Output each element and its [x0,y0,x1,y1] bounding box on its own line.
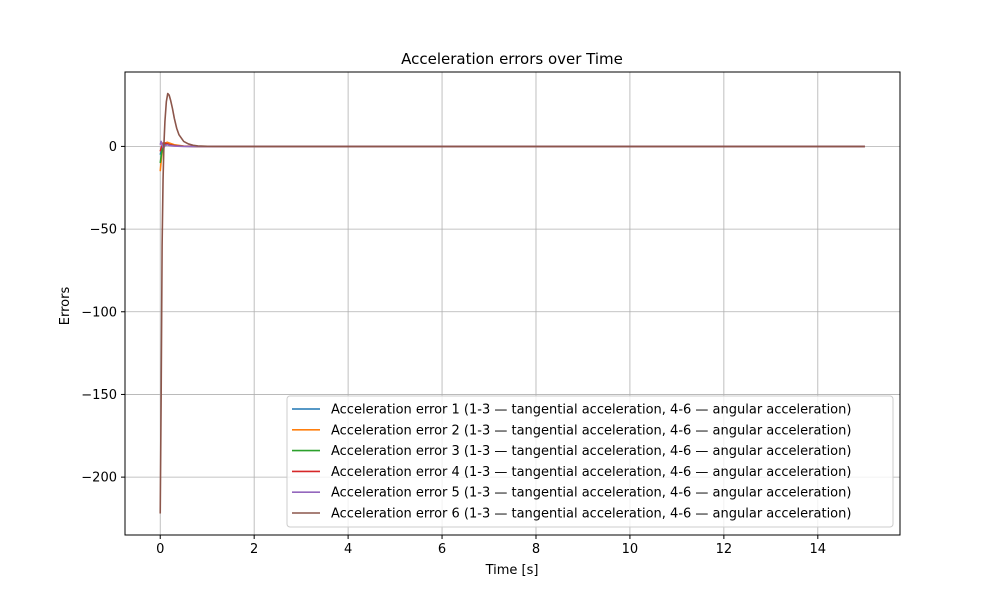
x-tick-label: 2 [250,542,258,557]
legend-entry: Acceleration error 4 (1-3 — tangential a… [331,465,851,480]
axis-ticks: 0 2 4 6 8 10 12 14 0 −50 −100 −150 −200 [81,140,826,557]
y-tick-label: 0 [109,140,117,155]
legend-entry: Acceleration error 1 (1-3 — tangential a… [331,403,851,418]
x-tick-label: 14 [810,542,827,557]
legend-entry: Acceleration error 5 (1-3 — tangential a… [331,486,851,501]
legend-entry: Acceleration error 2 (1-3 — tangential a… [331,423,851,438]
y-tick-label: −50 [90,223,117,238]
series-line-6 [159,92,865,514]
chart-title: Acceleration errors over Time [401,50,623,68]
x-tick-label: 12 [716,542,733,557]
legend-entry: Acceleration error 6 (1-3 — tangential a… [331,507,851,522]
legend-box [286,395,894,528]
y-tick-label: −200 [81,471,117,486]
legend-entry: Acceleration error 3 (1-3 — tangential a… [331,444,851,459]
y-tick-label: −100 [81,305,117,320]
series-lines [159,92,865,514]
x-tick-label: 4 [344,542,352,557]
x-axis-label: Time [s] [485,563,539,578]
plot-frame [124,71,901,536]
x-tick-label: 10 [622,542,639,557]
legend: Acceleration error 1 (1-3 — tangential a… [286,395,894,528]
x-tick-label: 0 [156,542,164,557]
x-tick-label: 8 [532,542,540,557]
series-line-5 [159,140,865,149]
y-tick-label: −150 [81,388,117,403]
x-tick-label: 6 [438,542,446,557]
y-axis-label: Errors [58,287,73,326]
